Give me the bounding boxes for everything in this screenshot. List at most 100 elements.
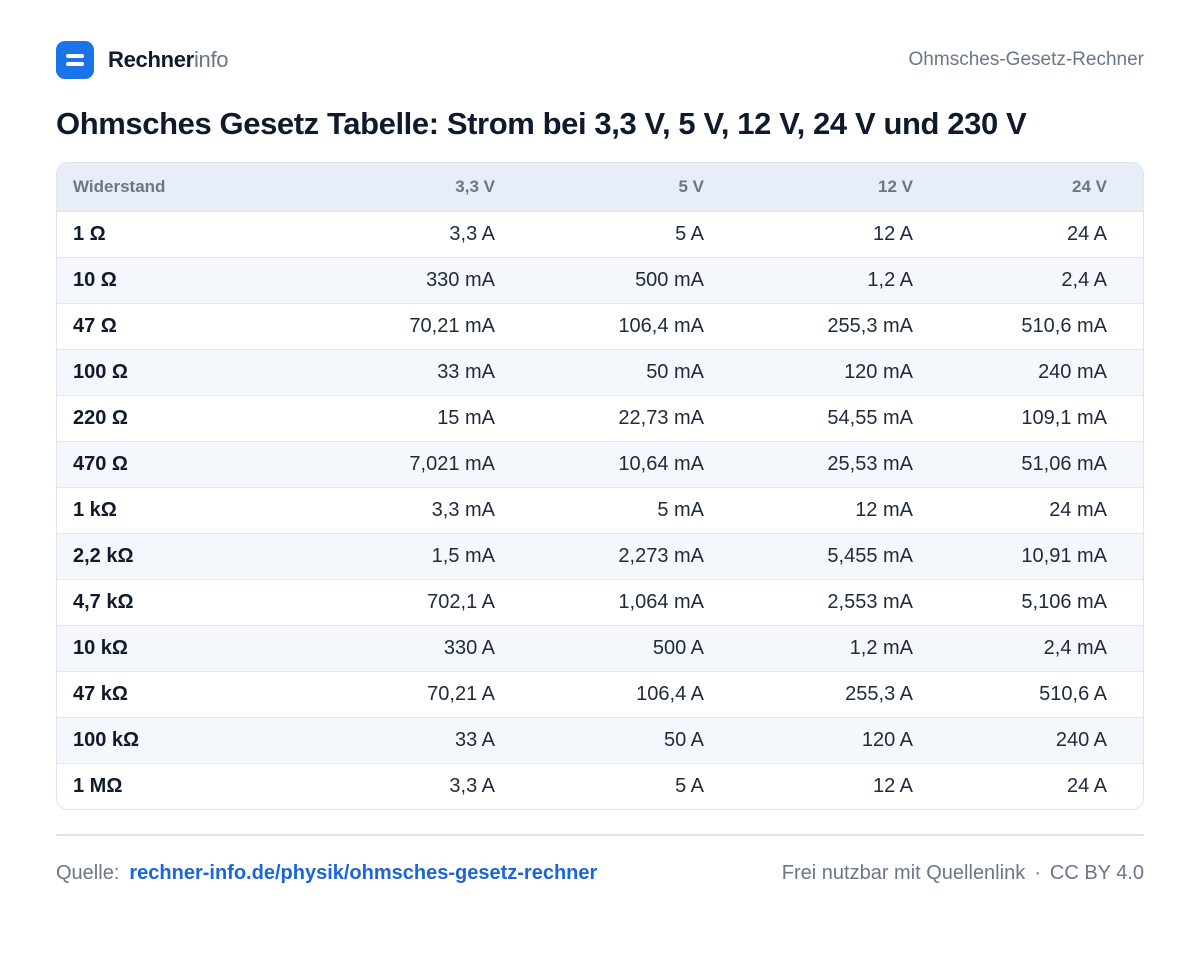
brand-name-light: info xyxy=(193,47,229,72)
table-body: 1 Ω 3,3 A 5 A 12 A 24 A 10 Ω 330 mA 500 mA 1,2 A… xyxy=(57,211,1143,809)
current-cell: 33 mA xyxy=(437,361,495,383)
current-cell: 12 A xyxy=(872,223,913,245)
footer: Quelle: rechner-info.de/physik/ohmsches-… xyxy=(56,858,1144,888)
resistance-cell: 100 Ω xyxy=(73,361,128,383)
current-cell: 10,64 mA xyxy=(618,453,704,475)
current-cell: 7,021 mA xyxy=(409,453,495,475)
current-cell: 3,3 A xyxy=(449,223,495,245)
current-cell: 2,4 mA xyxy=(1043,637,1107,659)
current-cell: 5 A xyxy=(675,223,704,245)
current-cell: 5,106 mA xyxy=(1021,591,1107,613)
current-cell: 33 A xyxy=(454,729,495,751)
current-cell: 12 mA xyxy=(855,499,913,521)
current-cell: 70,21 A xyxy=(427,683,495,705)
table-row: 100 Ω 33 mA 50 mA 120 mA 240 mA xyxy=(57,349,1143,395)
source: Quelle: rechner-info.de/physik/ohmsches-… xyxy=(56,862,597,885)
resistance-cell: 1 Ω xyxy=(73,223,106,245)
current-cell: 12 A xyxy=(872,775,913,797)
resistance-cell: 100 kΩ xyxy=(73,729,140,751)
tool-name: Ohmsches-Gesetz-Rechner xyxy=(908,49,1144,70)
table-row: 1 Ω 3,3 A 5 A 12 A 24 A xyxy=(57,211,1143,257)
column-header: 24 V xyxy=(1072,177,1107,196)
column-header: 12 V xyxy=(878,177,913,196)
current-cell: 1,2 A xyxy=(867,269,913,291)
current-cell: 510,6 mA xyxy=(1021,315,1107,337)
current-cell: 500 mA xyxy=(635,269,704,291)
current-cell: 24 mA xyxy=(1049,499,1107,521)
table-row: 100 kΩ 33 A 50 A 120 A 240 A xyxy=(57,717,1143,763)
source-label: Quelle: xyxy=(56,861,120,884)
table-row: 10 Ω 330 mA 500 mA 1,2 A 2,4 A xyxy=(57,257,1143,303)
separator: · xyxy=(1034,861,1041,884)
current-cell: 510,6 A xyxy=(1039,683,1107,705)
calculator-logo-icon xyxy=(56,41,94,79)
current-cell: 10,91 mA xyxy=(1021,545,1107,567)
table-row: 10 kΩ 330 A 500 A 1,2 mA 2,4 mA xyxy=(57,625,1143,671)
current-cell: 5 mA xyxy=(657,499,704,521)
current-cell: 702,1 A xyxy=(427,591,495,613)
license: Frei nutzbar mit Quellenlink · CC BY 4.0 xyxy=(782,862,1144,885)
resistance-cell: 10 Ω xyxy=(73,269,117,291)
ohm-table: Widerstand 3,3 V 5 V 12 V 24 V 1 Ω 3,3 A 5… xyxy=(56,162,1144,810)
license-text: Frei nutzbar mit Quellenlink xyxy=(781,861,1026,884)
current-cell: 1,064 mA xyxy=(618,591,704,613)
current-cell: 24 A xyxy=(1066,775,1107,797)
column-header: 5 V xyxy=(678,177,704,196)
resistance-cell: 47 Ω xyxy=(73,315,117,337)
current-cell: 240 A xyxy=(1055,729,1107,751)
table-row: 47 kΩ 70,21 A 106,4 A 255,3 A 510,6 A xyxy=(57,671,1143,717)
current-cell: 106,4 mA xyxy=(618,315,704,337)
table-row: 1 kΩ 3,3 mA 5 mA 12 mA 24 mA xyxy=(57,487,1143,533)
resistance-cell: 2,2 kΩ xyxy=(73,545,134,567)
current-cell: 5 A xyxy=(675,775,704,797)
resistance-cell: 1 MΩ xyxy=(73,775,123,797)
current-cell: 2,4 A xyxy=(1061,269,1107,291)
current-cell: 2,273 mA xyxy=(618,545,704,567)
current-cell: 330 A xyxy=(443,637,495,659)
current-cell: 255,3 mA xyxy=(827,315,913,337)
source-link[interactable]: rechner-info.de/physik/ohmsches-gesetz-r… xyxy=(129,861,598,884)
brand-name-bold: Rechner xyxy=(108,47,194,72)
current-cell: 120 A xyxy=(861,729,913,751)
header: Rechnerinfo Ohmsches-Gesetz-Rechner xyxy=(56,41,1144,79)
table-row: 47 Ω 70,21 mA 106,4 mA 255,3 mA 510,6 mA xyxy=(57,303,1143,349)
resistance-cell: 4,7 kΩ xyxy=(73,591,134,613)
brand-logo[interactable]: Rechnerinfo xyxy=(56,41,229,79)
current-cell: 2,553 mA xyxy=(827,591,913,613)
current-cell: 5,455 mA xyxy=(827,545,913,567)
resistance-cell: 10 kΩ xyxy=(73,637,128,659)
page-title: Ohmsches Gesetz Tabelle: Strom bei 3,3 V… xyxy=(56,106,1027,141)
current-cell: 1,5 mA xyxy=(431,545,495,567)
current-cell: 15 mA xyxy=(437,407,495,429)
current-cell: 109,1 mA xyxy=(1021,407,1107,429)
table-row: 4,7 kΩ 702,1 A 1,064 mA 2,553 mA 5,106 mA xyxy=(57,579,1143,625)
table-row: 220 Ω 15 mA 22,73 mA 54,55 mA 109,1 mA xyxy=(57,395,1143,441)
brand-name: Rechnerinfo xyxy=(108,47,229,73)
current-cell: 24 A xyxy=(1066,223,1107,245)
current-cell: 70,21 mA xyxy=(409,315,495,337)
current-cell: 240 mA xyxy=(1038,361,1107,383)
resistance-cell: 470 Ω xyxy=(73,453,128,475)
table-row: 1 MΩ 3,3 A 5 A 12 A 24 A xyxy=(57,763,1143,809)
footer-divider xyxy=(56,834,1144,836)
column-header: 3,3 V xyxy=(455,177,495,196)
table-row: 470 Ω 7,021 mA 10,64 mA 25,53 mA 51,06 mA xyxy=(57,441,1143,487)
current-cell: 1,2 mA xyxy=(849,637,913,659)
current-cell: 50 mA xyxy=(646,361,704,383)
current-cell: 3,3 A xyxy=(449,775,495,797)
license-name: CC BY 4.0 xyxy=(1049,861,1144,884)
current-cell: 3,3 mA xyxy=(431,499,495,521)
current-cell: 51,06 mA xyxy=(1021,453,1107,475)
current-cell: 50 A xyxy=(663,729,704,751)
resistance-cell: 47 kΩ xyxy=(73,683,128,705)
current-cell: 54,55 mA xyxy=(827,407,913,429)
current-cell: 25,53 mA xyxy=(827,453,913,475)
current-cell: 22,73 mA xyxy=(618,407,704,429)
current-cell: 330 mA xyxy=(426,269,495,291)
current-cell: 120 mA xyxy=(844,361,913,383)
resistance-cell: 1 kΩ xyxy=(73,499,117,521)
table-header-row: Widerstand 3,3 V 5 V 12 V 24 V xyxy=(57,163,1143,211)
table-row: 2,2 kΩ 1,5 mA 2,273 mA 5,455 mA 10,91 mA xyxy=(57,533,1143,579)
column-header: Widerstand xyxy=(73,177,166,196)
current-cell: 500 A xyxy=(652,637,704,659)
